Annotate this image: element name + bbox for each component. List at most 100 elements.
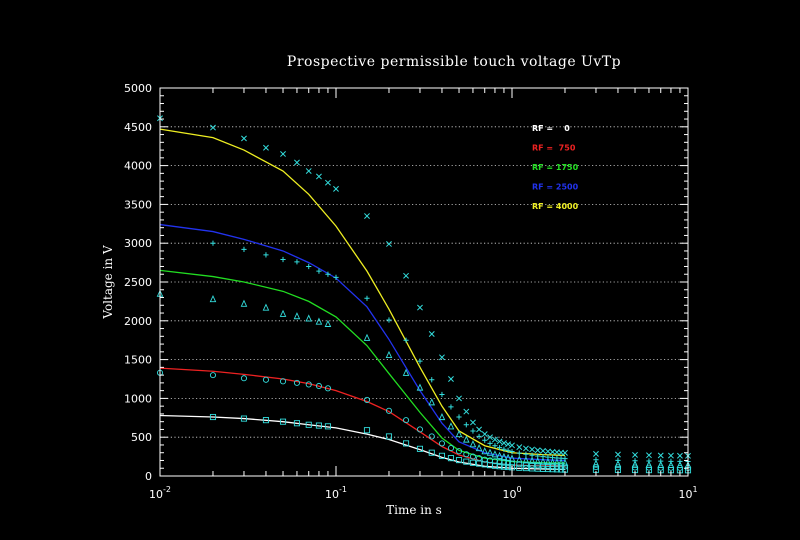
data-point-plus: [501, 446, 507, 452]
data-point-x: [632, 451, 638, 458]
data-point-circle: [416, 426, 424, 433]
data-point-square: [529, 465, 536, 472]
data-point-x: [324, 179, 331, 186]
y-tick-label: 2000: [124, 315, 152, 328]
data-point-triangle: [557, 458, 565, 466]
data-point-square: [416, 445, 424, 452]
data-point-x: [364, 213, 370, 219]
data-point-plus: [540, 454, 546, 460]
data-point-plus: [523, 451, 529, 457]
data-point-x: [487, 434, 493, 441]
data-point-plus: [316, 268, 322, 274]
data-point-plus: [516, 450, 522, 456]
data-point-plus: [529, 452, 535, 458]
series-markers: [156, 115, 692, 474]
data-point-x: [667, 452, 674, 459]
data-point-triangle: [522, 456, 530, 464]
data-point-x: [463, 408, 470, 415]
data-point-square: [491, 462, 498, 469]
data-point-triangle: [402, 368, 410, 376]
legend-entry-2: RF = 1750: [532, 163, 579, 172]
data-point-x: [534, 447, 541, 454]
data-point-triangle: [645, 460, 653, 468]
data-point-triangle: [428, 398, 436, 406]
data-point-triangle: [491, 450, 499, 458]
data-point-circle: [402, 417, 410, 424]
data-point-circle: [558, 463, 565, 470]
data-point-circle: [455, 448, 463, 455]
data-point-plus: [463, 422, 469, 428]
data-point-plus: [496, 445, 503, 451]
legend-entry-1: RF = 750: [532, 144, 576, 153]
data-point-circle: [363, 396, 371, 404]
data-point-x: [263, 144, 269, 151]
x-tick-label: 10-1: [325, 485, 347, 501]
data-point-plus: [364, 295, 370, 301]
data-point-circle: [553, 463, 560, 470]
data-point-triangle: [528, 456, 536, 464]
data-point-circle: [447, 445, 455, 452]
data-point-circle: [516, 461, 523, 468]
data-point-x: [241, 135, 247, 142]
x-axis-title: Time in s: [386, 503, 442, 517]
data-point-triangle: [614, 459, 622, 468]
data-point-circle: [305, 381, 312, 388]
data-point-x: [470, 419, 476, 426]
data-point-triangle: [508, 454, 516, 462]
data-point-square: [324, 423, 331, 430]
data-point-plus: [646, 458, 652, 464]
x-tick-label: 101: [678, 485, 697, 501]
data-point-square: [463, 458, 470, 465]
data-point-square: [428, 449, 435, 456]
data-point-circle: [522, 461, 529, 468]
data-point-x: [456, 395, 462, 402]
legend: RF = 0 RF = 750 RF = 1750 RF = 2500 RF = 400…: [532, 124, 579, 211]
data-point-triangle: [553, 458, 561, 466]
data-point-square: [240, 415, 248, 422]
data-point-square: [553, 466, 560, 473]
data-point-triangle: [667, 460, 675, 468]
data-point-x: [315, 173, 322, 180]
data-point-x: [496, 438, 503, 445]
chart-title: Prospective permissible touch voltage Uv…: [287, 54, 621, 70]
data-point-circle: [262, 376, 270, 383]
data-point-triangle: [515, 455, 523, 463]
x-tick-label: 10-2: [149, 485, 171, 501]
data-point-triangle: [469, 440, 477, 448]
legend-entry-0: RF = 0: [532, 124, 570, 133]
data-point-triangle: [262, 303, 270, 311]
data-point-triangle: [486, 448, 494, 456]
data-point-x: [210, 124, 216, 131]
data-point-x: [481, 431, 488, 438]
data-point-square: [363, 427, 371, 434]
data-point-triangle: [561, 458, 569, 466]
data-point-circle: [614, 464, 622, 471]
data-point-circle: [631, 464, 639, 471]
y-tick-label: 1500: [124, 354, 152, 367]
data-point-plus: [593, 457, 599, 463]
data-point-plus: [448, 404, 454, 410]
data-point-x: [476, 426, 483, 433]
data-point-plus: [482, 437, 488, 443]
data-point-triangle: [539, 457, 547, 465]
data-point-triangle: [293, 312, 301, 320]
data-point-square: [522, 465, 529, 472]
data-point-triangle: [416, 383, 424, 391]
data-point-square: [447, 455, 455, 462]
data-point-triangle: [385, 350, 393, 358]
data-point-x: [540, 447, 546, 454]
data-point-x: [615, 451, 621, 458]
data-point-square: [558, 466, 565, 473]
y-tick-label: 0: [145, 470, 152, 483]
data-point-x: [516, 444, 523, 451]
data-point-plus: [562, 456, 568, 462]
data-point-plus: [333, 274, 339, 280]
data-point-square: [544, 465, 551, 473]
data-point-plus: [456, 414, 462, 420]
data-point-x: [522, 445, 529, 452]
data-point-x: [676, 452, 683, 459]
data-point-triangle: [544, 457, 552, 466]
data-point-circle: [324, 385, 331, 392]
